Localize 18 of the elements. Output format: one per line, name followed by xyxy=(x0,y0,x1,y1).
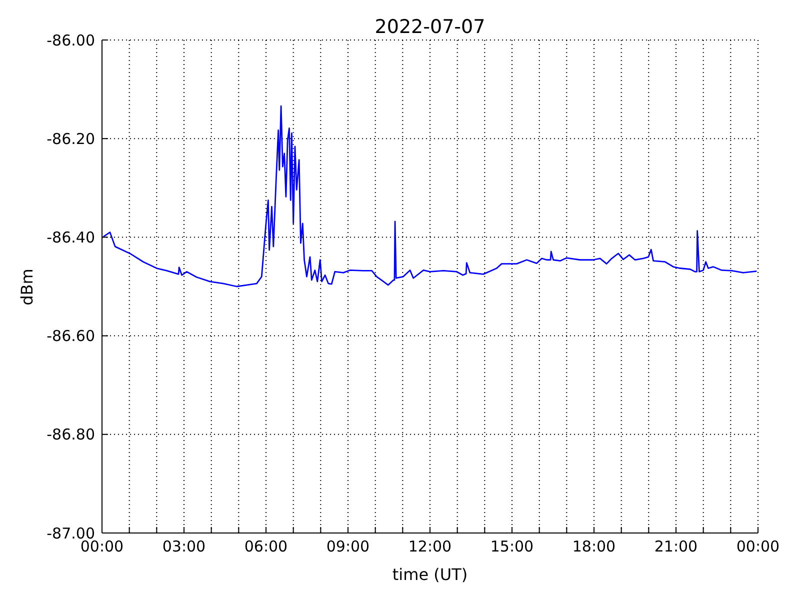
x-tick-label: 00:00 xyxy=(736,538,780,556)
x-tick-label: 12:00 xyxy=(408,538,452,556)
y-tick-label: -86.60 xyxy=(46,327,95,346)
x-tick-label: 03:00 xyxy=(162,538,206,556)
y-tick-label: -86.80 xyxy=(46,426,95,444)
chart-title: 2022-07-07 xyxy=(374,16,486,38)
x-tick-label: 15:00 xyxy=(490,538,534,556)
y-tick-label: -86.20 xyxy=(46,130,95,148)
line-series xyxy=(102,105,758,288)
y-tick-label: -86.40 xyxy=(46,228,95,247)
y-axis-title: dBm xyxy=(18,268,36,305)
x-axis-title: time (UT) xyxy=(392,565,468,584)
x-tick-label: 00:00 xyxy=(80,538,124,556)
x-tick-label: 21:00 xyxy=(654,538,698,556)
x-tick-label: 09:00 xyxy=(326,538,370,556)
y-tick-label: -86.00 xyxy=(46,31,95,50)
x-tick-label: 18:00 xyxy=(572,538,616,556)
x-tick-label: 06:00 xyxy=(244,538,288,556)
